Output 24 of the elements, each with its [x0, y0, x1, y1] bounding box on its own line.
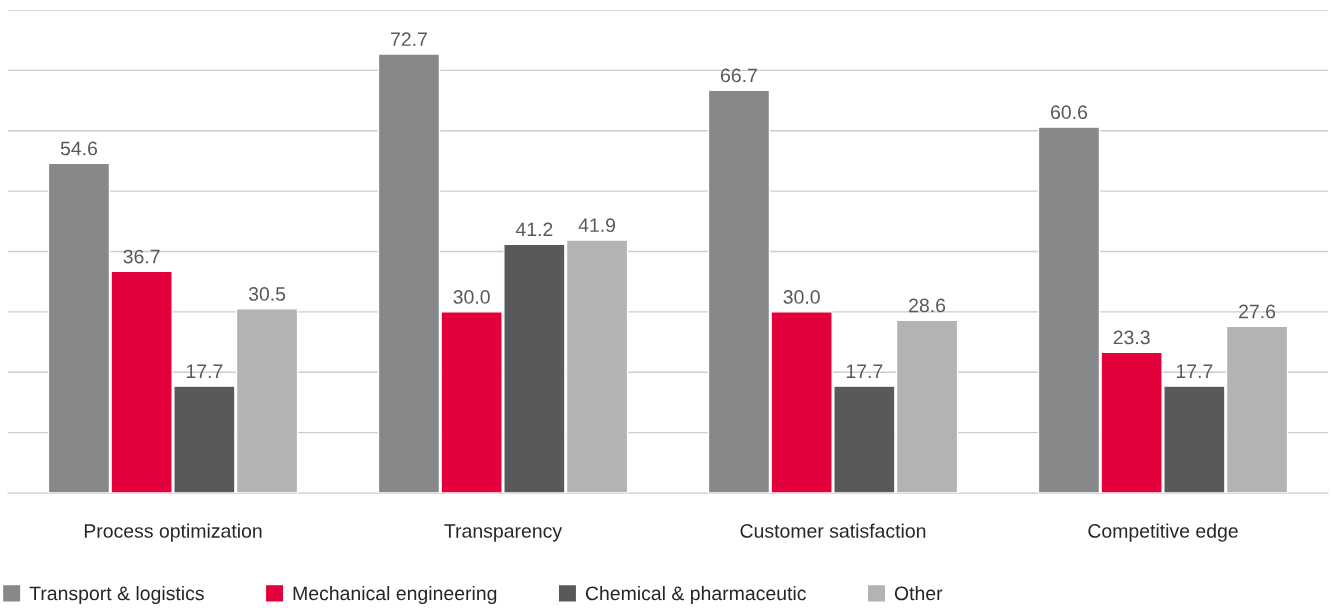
data-label: 36.7 [123, 249, 160, 264]
legend-label: Other [894, 585, 943, 601]
x-tick-label: Transparency [444, 524, 563, 542]
data-label: 54.6 [60, 141, 98, 156]
x-tick-label: Customer satisfaction [740, 523, 926, 538]
data-label: 17.7 [186, 364, 223, 378]
data-label: 17.7 [1176, 364, 1213, 378]
data-label: 30.5 [248, 287, 286, 301]
legend-label: Mechanical engineering [293, 585, 497, 605]
legend-label: Chemical & pharmaceutic [585, 585, 806, 605]
x-tick-label: Process optimization [84, 523, 262, 542]
data-label: 23.3 [1113, 330, 1150, 345]
data-label: 41.9 [578, 218, 616, 233]
data-label: 27.6 [1239, 304, 1276, 319]
legend-label: Transport & logistics [29, 585, 204, 605]
data-label: 30.0 [783, 290, 820, 304]
data-label: 72.7 [391, 32, 427, 46]
data-label: 41.2 [515, 222, 553, 237]
data-label: 17.7 [846, 364, 883, 378]
data-label: 30.0 [453, 290, 490, 304]
data-label: 28.6 [909, 298, 946, 313]
x-tick-label: Competitive edge [1088, 523, 1238, 542]
data-label: 66.7 [721, 68, 757, 83]
data-label: 60.6 [1051, 105, 1088, 120]
